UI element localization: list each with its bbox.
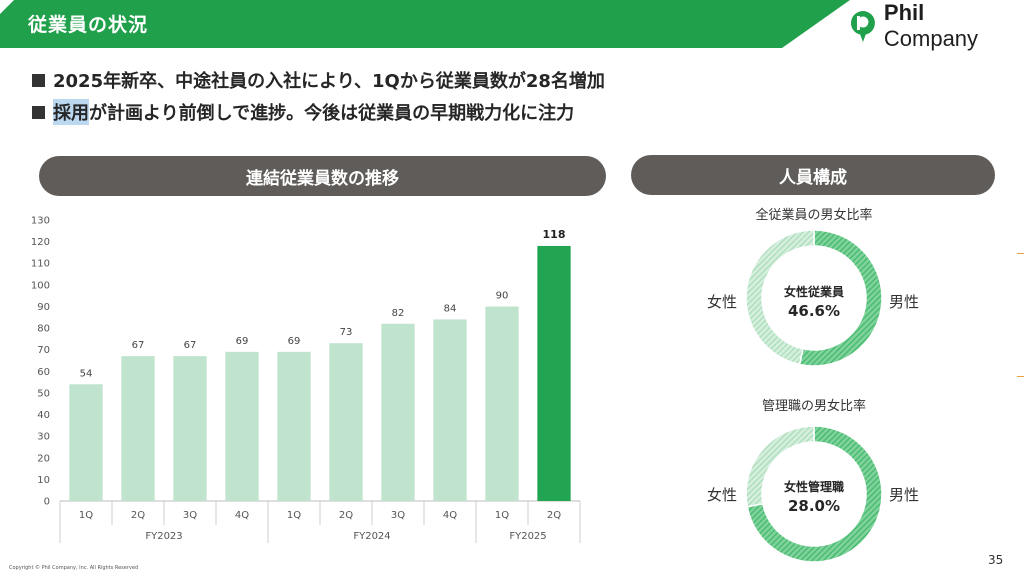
donut-right-label-all: 男性	[889, 293, 920, 311]
x-group-label: FY2024	[353, 531, 390, 542]
x-tick-label: 2Q	[547, 510, 561, 521]
bar-value-label: 118	[543, 228, 566, 241]
x-tick-label: 4Q	[443, 510, 457, 521]
bar	[69, 384, 103, 501]
x-tick-label: 2Q	[131, 510, 145, 521]
phil-logo-icon	[850, 11, 875, 42]
y-tick-label: 10	[37, 475, 50, 486]
copyright-text: Copyright © Phil Company, Inc. All Right…	[9, 565, 139, 571]
bar-value-label: 67	[184, 340, 197, 351]
bullet-list: 2025年新卒、中途社員の入社により、1Qから従業員数が28名増加 採用 が計画よ…	[32, 64, 605, 128]
x-tick-label: 2Q	[339, 510, 353, 521]
donut-center-managers: 女性管理職 28.0%	[783, 480, 844, 515]
donut-slice-female	[745, 425, 815, 508]
donut-title-all: 全従業員の男女比率	[755, 208, 873, 223]
y-tick-label: 0	[44, 497, 50, 508]
y-tick-label: 60	[37, 367, 50, 378]
logo-text: Phil Company	[883, 0, 979, 51]
bullet-square-icon	[32, 105, 45, 119]
bar-value-label: 67	[132, 340, 145, 351]
bar	[381, 323, 415, 501]
bullet-square-icon	[32, 73, 45, 87]
bar-value-label: 90	[496, 290, 509, 301]
y-tick-label: 30	[37, 432, 50, 443]
bar	[433, 319, 467, 501]
bar-value-label: 69	[236, 336, 249, 347]
donut-right-label-managers: 男性	[889, 486, 920, 504]
y-tick-label: 110	[31, 259, 50, 270]
bar	[121, 356, 155, 501]
x-group-label: FY2023	[145, 531, 182, 542]
x-tick-label: 3Q	[183, 510, 197, 521]
x-tick-label: 3Q	[391, 510, 405, 521]
edge-tick-mark	[1017, 253, 1024, 254]
y-tick-label: 20	[37, 453, 50, 464]
highlighted-word: 採用	[53, 99, 89, 125]
edge-tick-mark	[1017, 376, 1024, 377]
chart-section-title: 連結従業員数の推移	[39, 156, 606, 196]
bar-value-label: 82	[392, 308, 405, 319]
y-tick-label: 130	[31, 216, 50, 227]
donut-slice-male	[746, 425, 883, 563]
company-logo: Phil Company	[848, 0, 1024, 51]
bar	[329, 343, 363, 501]
y-tick-label: 50	[37, 388, 50, 399]
y-tick-label: 70	[37, 345, 50, 356]
header-bar	[0, 0, 850, 48]
donut-title-managers: 管理職の男女比率	[761, 399, 866, 414]
donut-center-all: 女性従業員 46.6%	[783, 285, 844, 320]
bar	[277, 351, 311, 501]
bar-value-label: 69	[288, 336, 301, 347]
y-tick-label: 80	[37, 324, 50, 335]
x-tick-label: 1Q	[287, 510, 301, 521]
page-title: 従業員の状況	[28, 14, 149, 36]
donut-left-label-managers: 女性	[707, 486, 738, 504]
bar	[537, 245, 571, 501]
bar-value-label: 73	[340, 327, 353, 338]
bar-value-label: 54	[80, 368, 93, 379]
page-number: 35	[988, 553, 1004, 567]
bar-value-label: 84	[444, 303, 457, 314]
bullet-item: 2025年新卒、中途社員の入社により、1Qから従業員数が28名増加	[32, 64, 605, 96]
bar	[485, 306, 519, 501]
donut-chart-managers	[745, 425, 883, 563]
x-group-label: FY2025	[509, 531, 546, 542]
x-tick-label: 1Q	[79, 510, 93, 521]
donut-chart-all	[745, 229, 883, 367]
bar	[173, 356, 207, 501]
donut-left-label-all: 女性	[707, 293, 738, 311]
y-tick-label: 40	[37, 410, 50, 421]
y-tick-label: 90	[37, 302, 50, 313]
bullet-item: 採用 が計画より前倒しで進捗。今後は従業員の早期戦力化に注力	[32, 96, 605, 128]
employee-bar-chart: 0 10 20 30 40 50 60 70 80 90 100 110 120 130 54 1Q 67 2Q 6…	[31, 216, 581, 543]
y-tick-label: 120	[31, 237, 50, 248]
composition-section-title: 人員構成	[631, 155, 995, 195]
bar	[225, 351, 259, 501]
donut-slice-female	[745, 229, 815, 366]
y-tick-label: 100	[31, 280, 50, 291]
x-tick-label: 1Q	[495, 510, 509, 521]
x-tick-label: 4Q	[235, 510, 249, 521]
header-corner-notch	[0, 0, 14, 14]
